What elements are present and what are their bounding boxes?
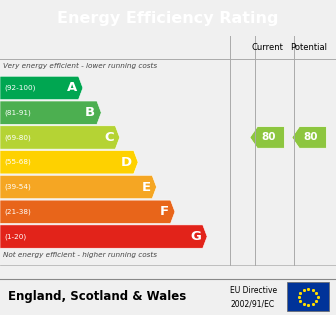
Text: Energy Efficiency Rating: Energy Efficiency Rating [57,11,279,26]
Text: G: G [190,230,201,243]
Text: England, Scotland & Wales: England, Scotland & Wales [8,290,187,303]
Polygon shape [250,127,284,148]
Text: (81-91): (81-91) [4,109,31,116]
Text: EU Directive: EU Directive [230,286,277,295]
Polygon shape [0,225,207,248]
Text: A: A [67,81,77,94]
Polygon shape [0,76,83,100]
Text: C: C [104,131,114,144]
Text: D: D [121,156,132,169]
Text: 80: 80 [262,132,276,142]
Text: F: F [160,205,169,218]
Text: Current: Current [251,43,283,52]
Text: Potential: Potential [291,43,328,52]
Polygon shape [292,127,326,148]
Polygon shape [0,151,138,174]
Text: Very energy efficient - lower running costs: Very energy efficient - lower running co… [3,63,157,69]
Text: (69-80): (69-80) [4,134,31,141]
Text: (1-20): (1-20) [4,233,26,240]
Text: Not energy efficient - higher running costs: Not energy efficient - higher running co… [3,252,157,258]
Text: (55-68): (55-68) [4,159,31,165]
Text: (21-38): (21-38) [4,209,31,215]
Text: 80: 80 [304,132,318,142]
Text: B: B [85,106,95,119]
Polygon shape [0,175,157,199]
Text: (39-54): (39-54) [4,184,31,190]
Text: E: E [141,180,151,193]
Text: 2002/91/EC: 2002/91/EC [230,300,274,309]
Polygon shape [0,126,120,149]
Polygon shape [0,101,101,124]
Text: (92-100): (92-100) [4,85,35,91]
Bar [287,282,329,311]
Polygon shape [0,200,175,223]
